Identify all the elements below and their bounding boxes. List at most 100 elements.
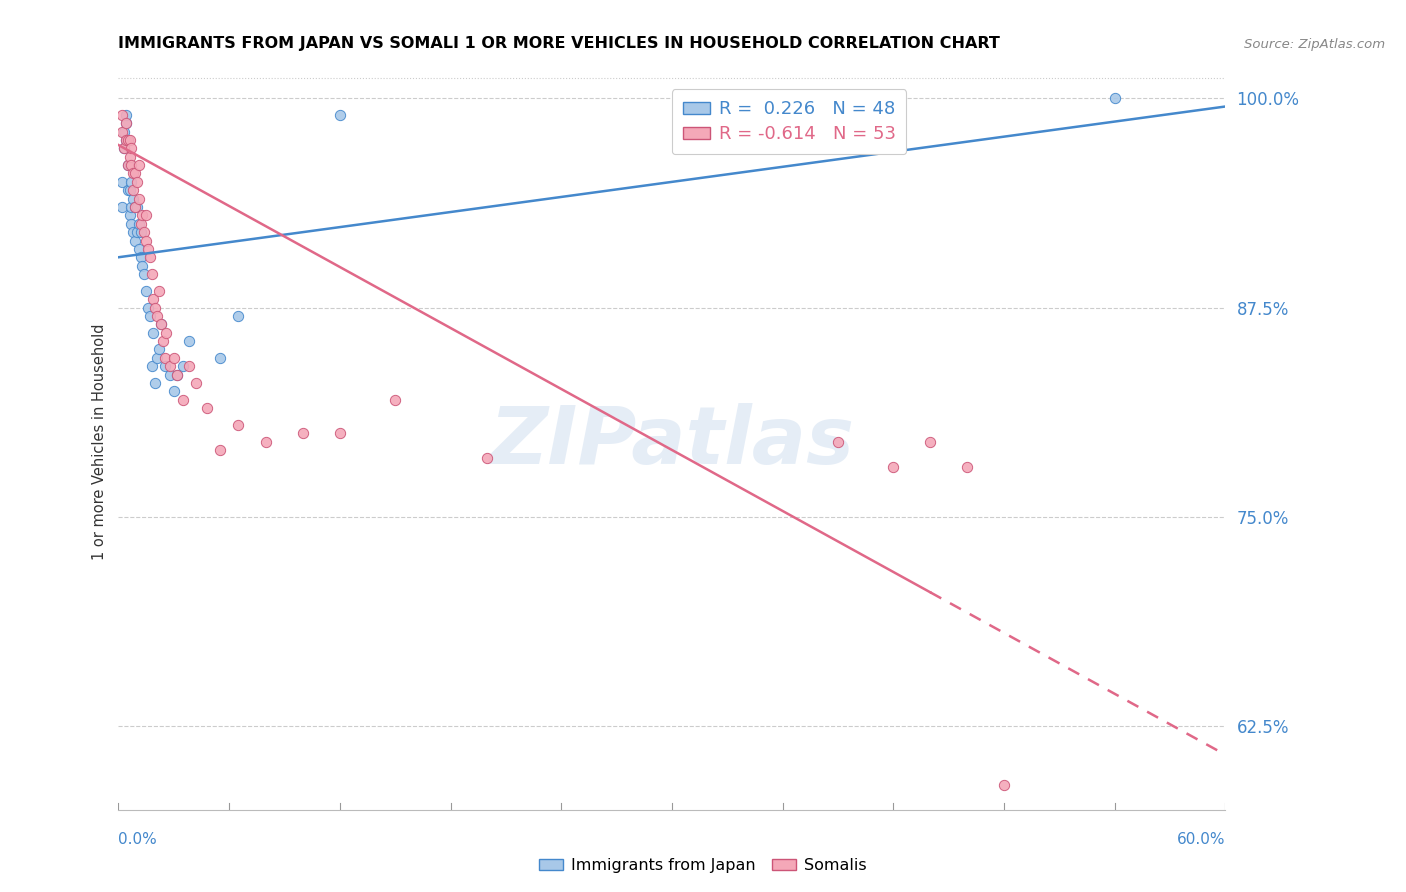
Point: [124, 234, 146, 248]
Point: [228, 309, 250, 323]
Point: [827, 434, 849, 449]
Point: [329, 426, 352, 441]
Point: [120, 141, 142, 155]
Text: IMMIGRANTS FROM JAPAN VS SOMALI 1 OR MORE VEHICLES IN HOUSEHOLD CORRELATION CHAR: IMMIGRANTS FROM JAPAN VS SOMALI 1 OR MOR…: [118, 36, 1000, 51]
Point: [134, 225, 156, 239]
Point: [148, 284, 170, 298]
Point: [790, 108, 813, 122]
Point: [117, 183, 139, 197]
Point: [163, 351, 186, 365]
Point: [128, 242, 150, 256]
Point: [114, 116, 136, 130]
Point: [142, 292, 165, 306]
Point: [146, 351, 169, 365]
Point: [114, 116, 136, 130]
Point: [993, 778, 1015, 792]
Point: [135, 284, 157, 298]
Point: [124, 200, 146, 214]
Point: [129, 250, 152, 264]
Legend: Immigrants from Japan, Somalis: Immigrants from Japan, Somalis: [533, 852, 873, 880]
Point: [112, 141, 135, 155]
Point: [134, 267, 156, 281]
Point: [136, 301, 159, 315]
Point: [920, 434, 942, 449]
Point: [124, 200, 146, 214]
Point: [122, 192, 145, 206]
Point: [125, 225, 148, 239]
Point: [111, 175, 134, 189]
Y-axis label: 1 or more Vehicles in Household: 1 or more Vehicles in Household: [93, 323, 107, 560]
Point: [146, 309, 169, 323]
Point: [114, 108, 136, 122]
Point: [114, 133, 136, 147]
Point: [136, 242, 159, 256]
Point: [184, 376, 207, 390]
Point: [122, 225, 145, 239]
Point: [135, 208, 157, 222]
Point: [118, 208, 141, 222]
Point: [120, 175, 142, 189]
Point: [159, 368, 181, 382]
Point: [172, 392, 194, 407]
Point: [128, 192, 150, 206]
Point: [117, 158, 139, 172]
Point: [956, 459, 979, 474]
Point: [177, 359, 200, 373]
Point: [117, 133, 139, 147]
Point: [153, 351, 176, 365]
Point: [112, 141, 135, 155]
Point: [329, 108, 352, 122]
Point: [149, 318, 172, 332]
Point: [128, 158, 150, 172]
Point: [135, 234, 157, 248]
Point: [114, 133, 136, 147]
Point: [118, 150, 141, 164]
Point: [143, 376, 166, 390]
Point: [141, 267, 163, 281]
Point: [477, 451, 499, 466]
Point: [153, 359, 176, 373]
Point: [291, 426, 314, 441]
Point: [111, 125, 134, 139]
Point: [124, 167, 146, 181]
Point: [148, 343, 170, 357]
Point: [111, 108, 134, 122]
Point: [172, 359, 194, 373]
Point: [163, 384, 186, 399]
Point: [118, 133, 141, 147]
Point: [149, 318, 172, 332]
Point: [142, 326, 165, 340]
Point: [159, 359, 181, 373]
Text: ZIPatlas: ZIPatlas: [489, 402, 855, 481]
Point: [118, 158, 141, 172]
Point: [139, 250, 162, 264]
Text: Source: ZipAtlas.com: Source: ZipAtlas.com: [1244, 37, 1385, 51]
Point: [120, 217, 142, 231]
Point: [131, 208, 153, 222]
Point: [384, 392, 406, 407]
Point: [111, 200, 134, 214]
Point: [122, 183, 145, 197]
Point: [128, 217, 150, 231]
Point: [143, 301, 166, 315]
Point: [228, 417, 250, 432]
Text: 60.0%: 60.0%: [1177, 832, 1226, 847]
Point: [118, 183, 141, 197]
Point: [208, 442, 231, 457]
Point: [155, 326, 177, 340]
Point: [141, 359, 163, 373]
Point: [131, 259, 153, 273]
Point: [125, 175, 148, 189]
Legend: R =  0.226   N = 48, R = -0.614   N = 53: R = 0.226 N = 48, R = -0.614 N = 53: [672, 89, 907, 154]
Point: [1104, 91, 1126, 105]
Point: [122, 167, 145, 181]
Point: [117, 133, 139, 147]
Point: [120, 158, 142, 172]
Point: [166, 368, 188, 382]
Point: [152, 334, 174, 348]
Point: [112, 125, 135, 139]
Point: [129, 225, 152, 239]
Point: [882, 459, 904, 474]
Point: [117, 158, 139, 172]
Point: [120, 200, 142, 214]
